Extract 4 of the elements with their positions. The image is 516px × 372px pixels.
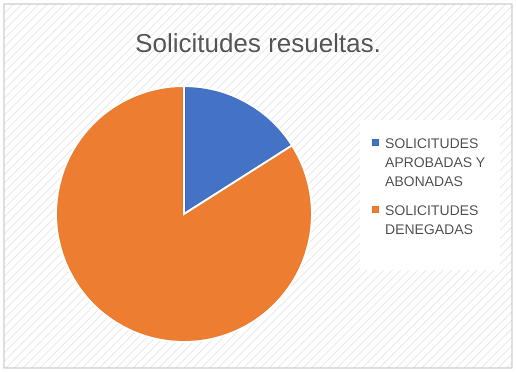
- chart-title: Solicitudes resueltas.: [135, 28, 381, 58]
- legend-label: SOLICITUDES DENEGADAS: [385, 202, 478, 237]
- pie-slice: [55, 85, 313, 343]
- legend-label: SOLICITUDES APROBADAS Y ABONADAS: [385, 135, 486, 189]
